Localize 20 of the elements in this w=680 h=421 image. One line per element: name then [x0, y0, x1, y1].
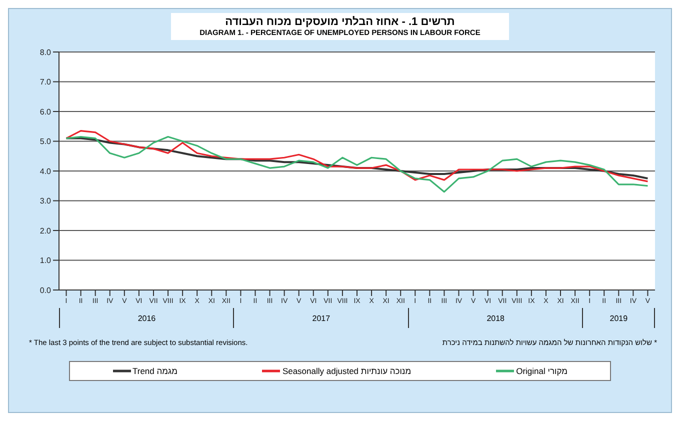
text: 2017 — [233, 308, 408, 328]
y-tick-label: 7.0 — [40, 78, 52, 87]
line-series — [65, 130, 649, 182]
line-series — [65, 136, 649, 193]
legend-label: Seasonally adjusted מנוכה עונתיות — [282, 366, 412, 376]
text: 2016 — [59, 308, 234, 328]
chart-title: תרשים 1. - אחוז הבלתי מועסקים מכוח העבודה — [224, 16, 456, 28]
y-tick-label: 8.0 — [40, 48, 52, 57]
line-series — [65, 137, 649, 180]
y-tick-label: 3.0 — [40, 196, 52, 206]
legend-label: Trend מגמה — [132, 366, 178, 376]
y-tick-label: 0.0 — [40, 286, 52, 295]
text: 2018 — [408, 308, 582, 328]
text: 2019 — [582, 308, 655, 328]
legend-label: Original מקורי — [516, 366, 568, 376]
y-tick-label: 6.0 — [40, 107, 52, 116]
y-tick-label: 2.0 — [40, 226, 52, 236]
y-tick-label: 5.0 — [40, 137, 52, 146]
y-tick-label: 4.0 — [40, 166, 52, 176]
y-tick-label: 1.0 — [40, 256, 52, 266]
